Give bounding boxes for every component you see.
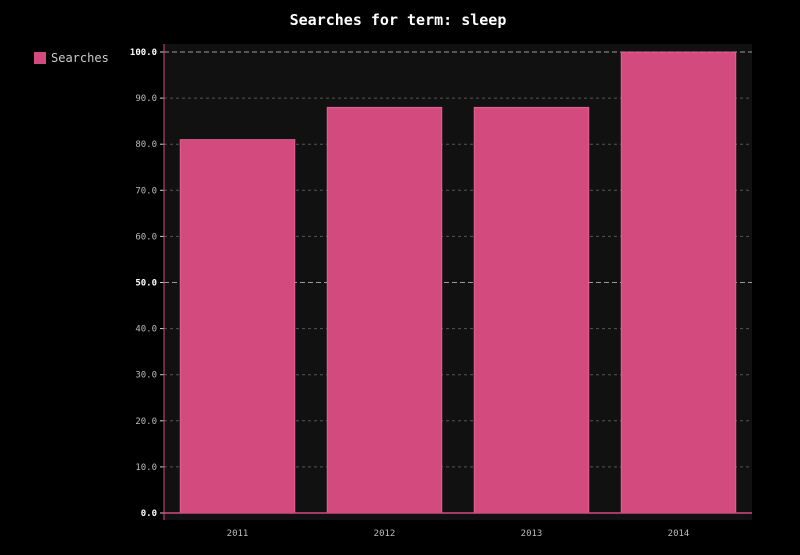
x-axis: 2011 2012 2013 2014 <box>164 512 752 539</box>
legend-swatch <box>34 52 46 64</box>
bar <box>179 139 296 514</box>
y-axis: 0.0 10.0 20.0 30.0 40.0 50.0 60.0 70.0 80.0 90.0 1… <box>130 44 165 520</box>
bar <box>326 106 443 514</box>
y-tick-label: 70.0 <box>135 186 157 196</box>
y-tick-label: 50.0 <box>135 279 157 289</box>
y-tick-label: 60.0 <box>135 232 157 242</box>
y-tick-label: 40.0 <box>135 325 157 335</box>
y-tick-label: 30.0 <box>135 371 157 381</box>
y-tick-label: 10.0 <box>135 463 157 473</box>
x-tick-label: 2013 <box>521 529 543 539</box>
bars <box>179 51 737 514</box>
x-tick-label: 2012 <box>374 529 396 539</box>
y-tick-label: 100.0 <box>130 48 157 58</box>
legend-label: Searches <box>51 51 109 65</box>
y-tick-label: 0.0 <box>141 509 157 519</box>
y-tick-label: 90.0 <box>135 94 157 104</box>
legend: Searches <box>34 51 109 65</box>
bar <box>620 51 737 514</box>
y-tick-label: 80.0 <box>135 140 157 150</box>
chart-title: Searches for term: sleep <box>290 11 507 29</box>
x-tick-label: 2011 <box>227 529 249 539</box>
x-tick-label: 2014 <box>668 529 690 539</box>
bar <box>473 106 590 514</box>
y-tick-label: 20.0 <box>135 417 157 427</box>
